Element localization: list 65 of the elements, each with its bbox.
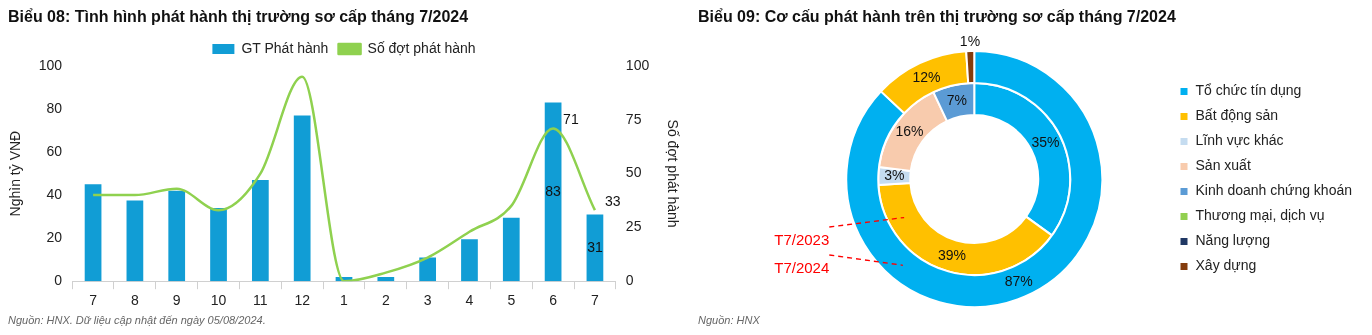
bar [210,208,227,282]
bar [419,257,437,282]
legend-label: Bất động sản [1195,107,1279,124]
bar [293,115,311,282]
bar [544,102,562,282]
legend-label: Thương mại, dịch vụ [1195,207,1325,224]
legend-label: Xây dựng [1195,257,1257,274]
text: Nguồn: HNX [697,314,761,326]
y-axis-title: Nghìn tỷ VNĐ [7,130,24,217]
chart-title: Biểu 09: Cơ cấu phát hành trên thị trường sơ cấp tháng 7/2024 [697,7,1177,27]
legend-label: Lĩnh vực khác [1195,132,1284,149]
x-tick-label: 7 [591,292,600,309]
data-label: 35% [1031,133,1060,150]
legend-label: Số đợt phát hành [367,39,476,56]
x-tick-label: 6 [549,292,558,309]
y2-tick-label: 25 [625,218,642,235]
y-tick-label: 0 [54,272,63,289]
legend-label: Kinh doanh chứng khoán [1195,182,1352,199]
legend-label: Tổ chức tín dụng [1195,82,1302,99]
y2-tick-label: 0 [625,272,634,289]
bar [168,190,186,282]
y2-tick-label: 75 [625,110,642,127]
legend-label: GT Phát hành [241,39,329,56]
data-label: 83 [545,182,562,199]
slice-label: T7/2023 [774,231,830,249]
data-label: 31 [587,238,603,255]
slice-label: T7/2024 [774,259,830,277]
data-label: 12% [912,68,941,85]
x-tick-label: 5 [507,292,516,309]
bar [377,276,395,282]
bar [461,239,478,282]
chart-title: Biểu 08: Tình hình phát hành thị trường sơ cấp tháng 7/2024 [7,7,470,27]
x-tick-label: 9 [172,292,181,309]
y-tick-label: 80 [46,99,63,116]
bar [126,200,144,282]
data-label: 1% [959,32,981,49]
bar [502,217,520,282]
y-tick-label: 60 [46,142,63,159]
data-label: 39% [937,246,966,263]
data-label: 3% [884,167,905,184]
data-label: 33 [604,193,621,210]
x-tick-label: 7 [89,292,98,309]
x-tick-label: 1 [340,292,349,309]
data-label: 7% [946,91,967,108]
bar [84,184,102,282]
data-label: 16% [895,122,924,139]
legend-label: Sản xuất [1195,157,1251,174]
x-tick-label: 11 [253,292,268,309]
x-tick-label: 4 [465,292,474,309]
x-tick-label: 2 [381,292,390,309]
y2-tick-label: 50 [625,164,642,181]
legend-label: Năng lượng [1195,232,1271,249]
y-tick-label: 100 [38,56,63,73]
y2-tick-label: 100 [625,56,650,73]
x-tick-label: 12 [294,292,311,309]
x-tick-label: 8 [130,292,139,309]
x-tick-label: 3 [423,292,432,309]
y-tick-label: 20 [46,229,63,246]
bar [251,180,269,282]
x-tick-label: 10 [210,292,227,309]
data-label: 71 [563,111,579,128]
text: Nguồn: HNX. Dữ liệu cập nhật đến ngày 05/08/2024. [7,314,267,326]
y2-axis-title: Số đợt phát hành [664,119,681,228]
data-label: 87% [1004,272,1033,289]
y-tick-label: 40 [46,185,63,202]
